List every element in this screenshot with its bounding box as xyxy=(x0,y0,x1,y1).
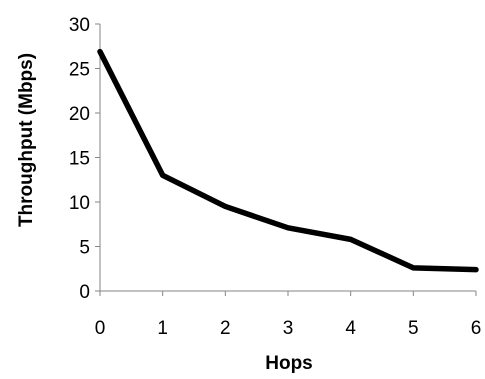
x-tick-label: 3 xyxy=(283,318,294,339)
y-tick-label: 5 xyxy=(79,238,90,259)
x-tick-label: 0 xyxy=(95,318,106,339)
x-tick-label: 2 xyxy=(220,318,231,339)
data-point xyxy=(412,267,414,269)
data-point xyxy=(99,51,101,53)
x-tick-label: 4 xyxy=(345,318,356,339)
y-tick-label: 30 xyxy=(69,15,90,36)
data-point xyxy=(162,174,164,176)
y-axis-title: Throughput (Mbps) xyxy=(16,53,37,227)
data-point xyxy=(287,227,289,229)
data-point xyxy=(350,238,352,240)
x-axis-title: Hops xyxy=(265,353,313,374)
y-axis-ticks: 0 5 10 15 20 25 30 xyxy=(69,15,100,303)
data-point xyxy=(224,205,226,207)
y-tick-label: 15 xyxy=(69,149,90,170)
y-tick-label: 0 xyxy=(79,282,90,303)
data-point xyxy=(475,269,477,271)
x-tick-label: 6 xyxy=(471,318,482,339)
y-tick-label: 25 xyxy=(69,60,90,81)
y-tick-label: 20 xyxy=(69,104,90,125)
x-tick-label: 5 xyxy=(408,318,419,339)
plot-area xyxy=(97,24,479,292)
x-tick-label: 1 xyxy=(157,318,168,339)
throughput-series-line xyxy=(97,48,479,273)
y-tick-label: 10 xyxy=(69,193,90,214)
x-axis-ticks: 0 1 2 3 4 5 6 xyxy=(95,291,482,339)
